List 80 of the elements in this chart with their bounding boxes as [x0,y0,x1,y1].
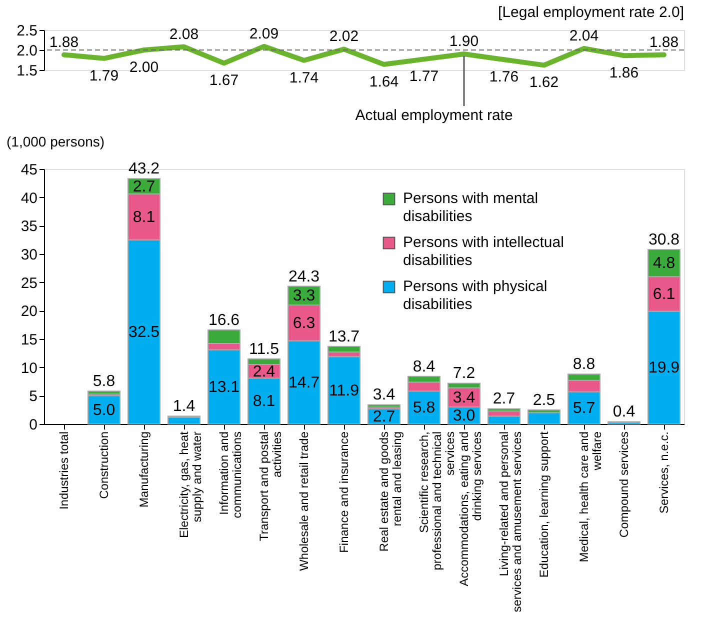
total-label: 30.8 [648,231,680,248]
total-label: 2.5 [532,392,556,409]
x-tick-label: Finance and insurance [337,431,351,553]
y-tick-label: 2.5 [16,22,38,40]
total-label: 3.4 [372,386,396,404]
data-label: 3.3 [292,288,316,305]
total-label: 1.4 [172,398,196,416]
data-label: 8.1 [132,208,156,226]
x-tick-label: Industries total [57,432,71,510]
x-tick-label: Manufacturing [137,432,151,508]
total-label: 2.7 [492,390,516,408]
x-tick-label: Medical, health care and welfare [577,431,604,562]
x-tick-label: Services, n.e.c. [657,432,671,514]
data-label: 2.4 [252,363,276,380]
x-tick-label: Wholesale and retail trade [297,431,311,571]
y-tick-label: 20 [20,303,38,320]
data-label: 1.77 [409,68,439,86]
y-tick-label: 0 [29,416,38,434]
data-label: 13.1 [208,378,240,396]
y-tick-label: 30 [20,246,38,264]
legend-label: Persons with intellectual disabilities [403,234,564,269]
data-label: 6.1 [652,286,676,303]
data-label: 1.74 [289,69,319,86]
data-label: 2.00 [129,59,159,76]
data-label: 32.5 [128,324,160,341]
y-tick-label: 10 [20,360,38,377]
total-label: 0.4 [612,404,636,421]
data-label: 1.86 [609,64,639,82]
data-label: 11.9 [329,382,360,400]
data-label: 4.8 [652,255,676,272]
y-tick-label: 25 [20,274,38,292]
data-label: 1.88 [49,34,79,51]
y-tick-label: 45 [20,162,38,178]
y-axis-title: (1,000 persons) [6,134,105,150]
data-label: 2.7 [132,178,156,196]
x-tick-label: Electricity, gas, heat supply and water [177,430,204,538]
total-label: 16.6 [208,312,240,329]
total-label: 11.5 [249,340,280,358]
data-label: 1.62 [529,74,559,92]
data-label: 3.4 [452,389,476,406]
data-label: 8.1 [252,393,276,410]
total-label: 43.2 [128,160,160,178]
y-tick-label: 40 [20,190,38,207]
data-label: 1.88 [649,34,679,51]
total-label: 8.8 [572,356,596,374]
data-label: 1.76 [489,68,519,86]
legend-label: Persons with physical disabilities [403,278,548,313]
data-label: 2.02 [329,28,359,46]
y-tick-label: 15 [20,332,38,348]
x-tick-label: Compound services [617,432,631,538]
y-tick-label: 1.5 [16,62,38,80]
data-label: 2.09 [249,25,279,42]
data-label: 1.67 [209,72,239,90]
total-label: 5.8 [92,373,116,390]
data-label: 2.08 [169,26,199,43]
total-label: 7.2 [452,365,476,382]
data-label: 1.79 [89,67,119,84]
data-label: 3.0 [452,408,476,424]
data-label: 19.9 [648,360,680,377]
data-label: 2.7 [372,408,396,426]
annotation: Actual employment rate [355,107,513,124]
data-label: 1.64 [369,73,399,90]
total-label: 24.3 [288,268,320,286]
y-tick-label: 5 [29,388,38,406]
total-label: 8.4 [412,358,436,376]
x-tick-label: Real estate and goods rental and leasing [377,432,404,552]
data-label: 14.7 [288,374,320,392]
y-tick-label: 2.0 [16,42,38,60]
data-label: 2.04 [569,27,599,44]
data-label: 5.0 [92,402,116,419]
x-tick-label: Education, learning support [537,430,551,578]
y-tick-label: 35 [20,218,38,236]
ref-line-label: [Legal employment rate 2.0] [498,4,684,21]
x-tick-label: Construction [97,432,111,499]
legend-label: Persons with mental disabilities [403,190,538,225]
data-label: 1.90 [449,33,479,50]
data-label: 5.8 [412,400,436,417]
total-label: 13.7 [328,328,360,346]
data-label: 5.7 [572,400,596,417]
data-label: 6.3 [292,314,316,332]
